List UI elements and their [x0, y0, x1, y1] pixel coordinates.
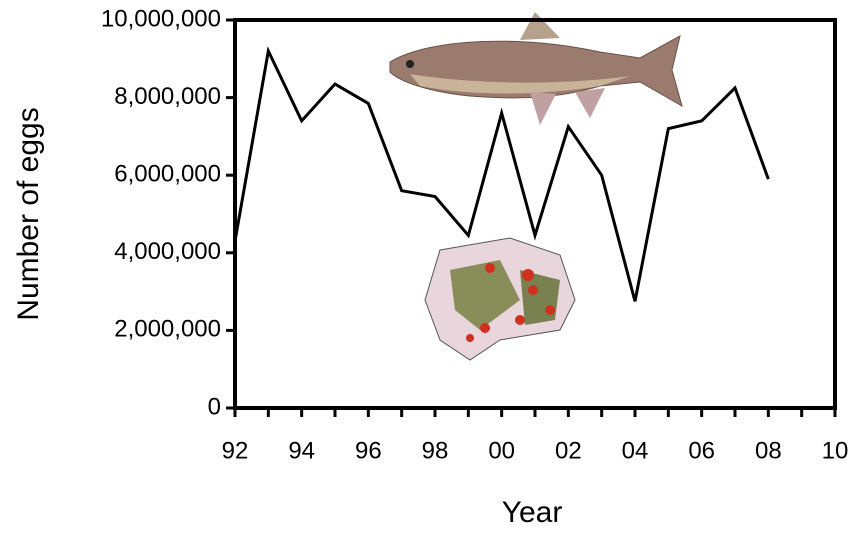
- x-tick-label: 02: [555, 437, 582, 464]
- x-tick-label: 08: [755, 437, 782, 464]
- y-tick-label: 8,000,000: [114, 83, 221, 110]
- x-tick-label: 00: [488, 437, 515, 464]
- y-tick-label: 10,000,000: [101, 5, 221, 32]
- y-tick-label: 0: [208, 393, 221, 420]
- x-tick-label: 92: [222, 437, 249, 464]
- y-tick-label: 2,000,000: [114, 316, 221, 343]
- y-tick-label: 4,000,000: [114, 238, 221, 265]
- x-tick-label: 06: [688, 437, 715, 464]
- x-tick-label: 98: [422, 437, 449, 464]
- fish-illustration: [390, 12, 682, 125]
- x-tick-label: 04: [622, 437, 649, 464]
- x-tick-label: 94: [288, 437, 315, 464]
- x-axis-title: Year: [502, 496, 563, 529]
- y-axis-title: Number of eggs: [12, 107, 45, 320]
- eggs-illustration: [425, 238, 575, 360]
- y-tick-label: 6,000,000: [114, 161, 221, 188]
- x-tick-label: 10: [822, 437, 849, 464]
- x-tick-label: 96: [355, 437, 382, 464]
- page: Year Number of eggs 0 2,000,000 4,000,000 6…: [0, 0, 861, 533]
- chart: Year Number of eggs 0 2,000,000 4,000,000 6…: [0, 0, 861, 533]
